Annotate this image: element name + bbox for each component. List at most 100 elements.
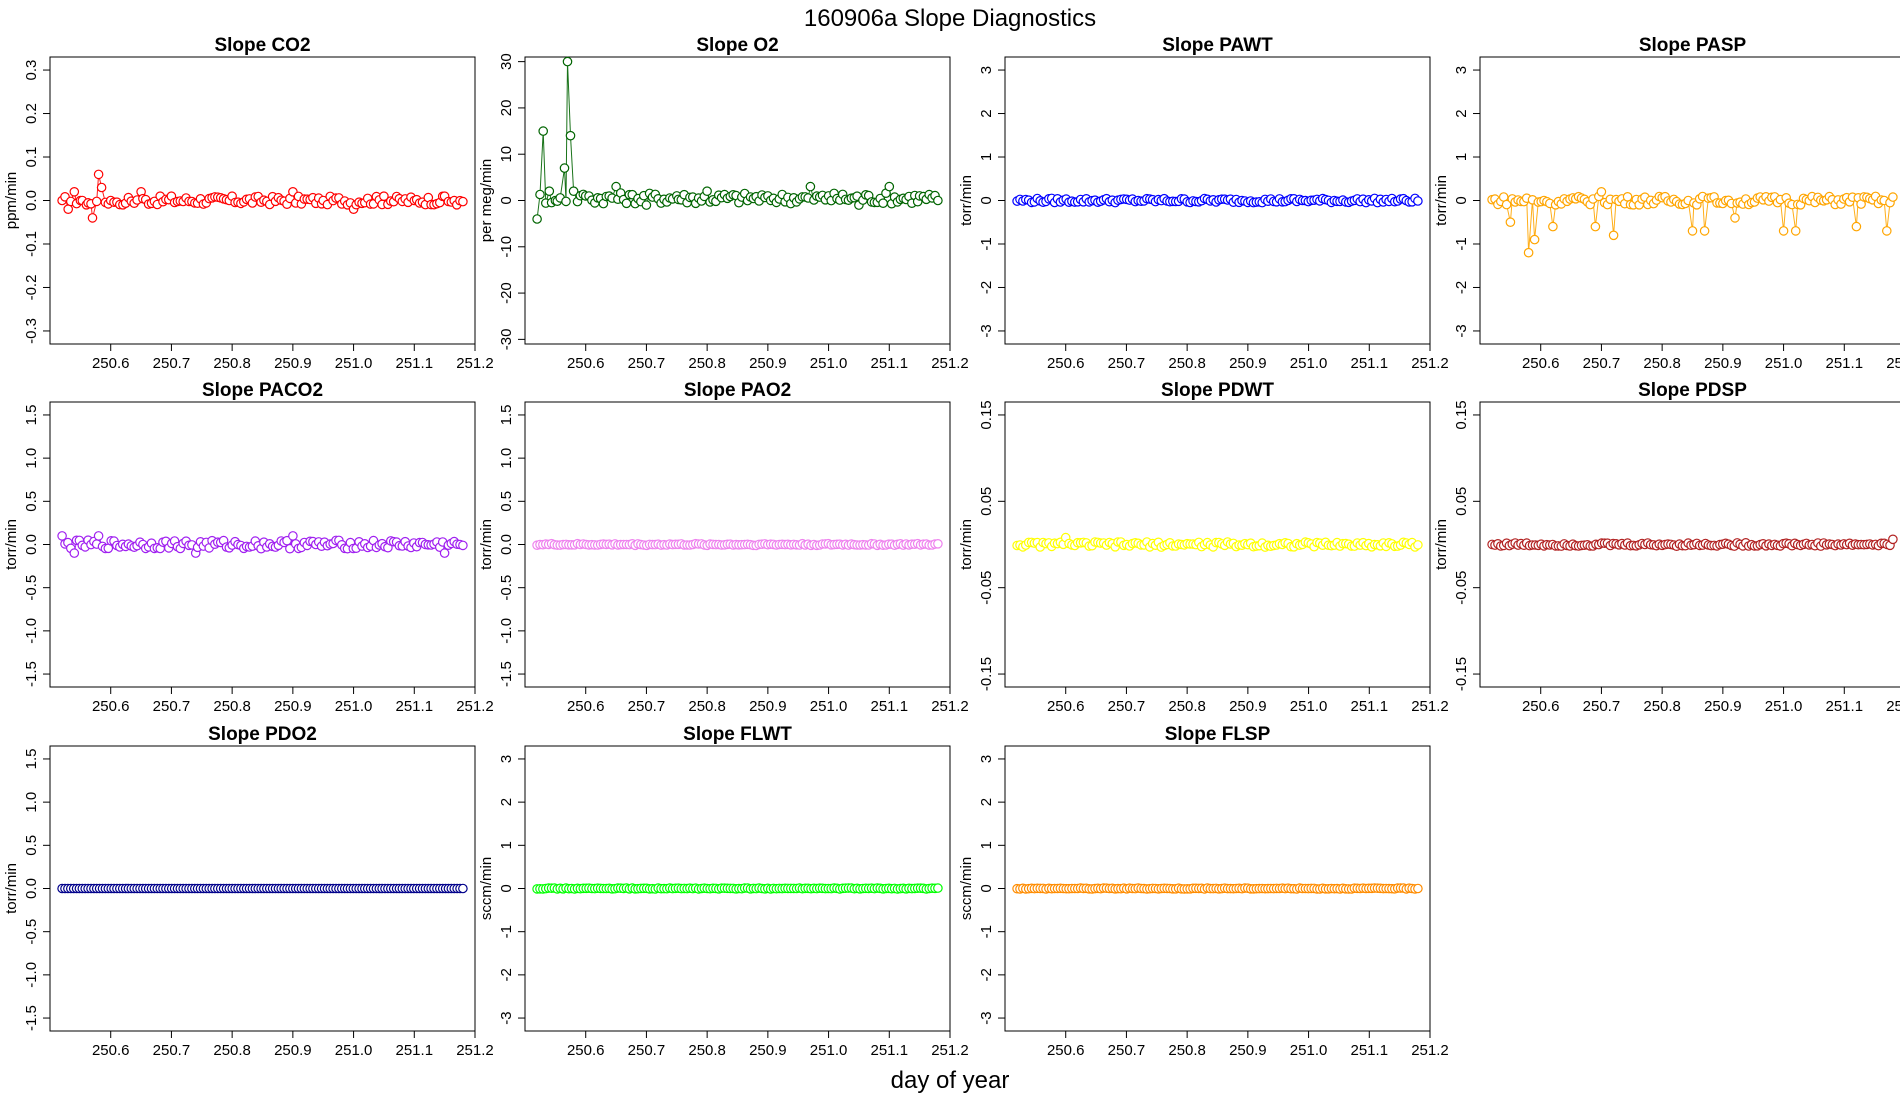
data-point [611, 181, 621, 192]
y-tick-label: -0.05 [1453, 571, 1470, 605]
x-tick-label: 250.6 [92, 1042, 130, 1059]
panel-1: Slope CO2 250.6 250.7 250.8 250.9 251.0 251.1 2… [3, 35, 494, 372]
x-tick-label: 251.1 [396, 698, 434, 715]
data-point [1413, 540, 1423, 550]
data-point [458, 540, 468, 551]
panel-title: Slope PAO2 [684, 380, 791, 401]
panel-5: Slope PACO2 250.6 250.7 250.8 250.9 251.0 251.… [3, 380, 494, 715]
x-tick-label: 251.2 [1411, 355, 1449, 372]
y-tick-label: -2 [498, 968, 515, 981]
x-tick-label: 250.9 [1704, 698, 1742, 715]
x-tick-label: 251.0 [335, 698, 373, 715]
data-point [96, 182, 107, 193]
figure-xlabel: day of year [891, 1067, 1010, 1094]
data-point [1851, 221, 1862, 232]
data-point [884, 181, 895, 192]
data-point [1413, 196, 1423, 206]
y-tick-label: -1 [498, 925, 515, 938]
data-point [568, 186, 579, 196]
y-axis-label: torr/min [478, 519, 495, 570]
y-tick-label: 2 [1453, 109, 1470, 117]
panel-3: Slope PAWT 250.6 250.7 250.8 250.9 251.0 251.1… [958, 35, 1449, 372]
y-tick-label: 0 [498, 196, 515, 204]
y-tick-label: 0.5 [23, 835, 40, 856]
panel-title: Slope PDO2 [208, 724, 317, 745]
x-tick-label: 250.8 [1643, 698, 1681, 715]
x-tick-label: 250.8 [213, 355, 251, 372]
y-tick-label: 1 [978, 153, 995, 161]
y-tick-label: -20 [498, 282, 515, 304]
y-tick-label: 0.0 [498, 534, 515, 555]
y-tick-label: -0.2 [23, 275, 40, 301]
data-point [1529, 234, 1540, 245]
y-tick-label: 30 [498, 53, 515, 70]
x-tick-label: 250.8 [1168, 1042, 1206, 1059]
y-tick-label: -1.5 [23, 1005, 40, 1031]
x-tick-label: 250.6 [1047, 355, 1085, 372]
y-tick-label: 0.5 [23, 491, 40, 512]
y-tick-label: 3 [978, 755, 995, 763]
x-tick-label: 250.9 [274, 1042, 312, 1059]
panel-title: Slope PDSP [1638, 380, 1747, 401]
x-tick-label: 250.6 [1522, 698, 1560, 715]
y-tick-label: -0.1 [23, 231, 40, 257]
data-point [1590, 221, 1601, 232]
x-tick-label: 250.6 [1522, 355, 1560, 372]
data-point [458, 196, 468, 207]
data-point [1548, 221, 1558, 232]
x-tick-label: 251.2 [456, 355, 494, 372]
data-point [562, 56, 573, 67]
y-tick-label: 0.05 [1453, 487, 1470, 516]
x-tick-label: 250.6 [92, 355, 130, 372]
x-tick-label: 250.7 [1108, 698, 1146, 715]
y-tick-label: -0.3 [23, 318, 40, 344]
y-tick-label: -0.5 [23, 919, 40, 945]
x-tick-label: 251.0 [335, 1042, 373, 1059]
x-tick-label: 251.0 [1290, 698, 1328, 715]
x-tick-label: 250.6 [567, 698, 605, 715]
panel-6: Slope PAO2 250.6 250.7 250.8 250.9 251.0 251.1… [478, 380, 969, 715]
panel-title: Slope CO2 [214, 35, 310, 56]
y-tick-label: 0.2 [23, 103, 40, 124]
x-tick-label: 250.7 [153, 698, 191, 715]
data-point [1622, 192, 1633, 202]
x-tick-label: 250.7 [1583, 355, 1621, 372]
y-tick-label: 2 [498, 798, 515, 806]
data-point [1882, 226, 1892, 236]
x-tick-label: 251.0 [810, 355, 848, 372]
figure-title: 160906a Slope Diagnostics [804, 5, 1096, 32]
x-tick-label: 251.1 [1351, 698, 1389, 715]
y-tick-label: -10 [498, 236, 515, 258]
panel-title: Slope PAWT [1162, 35, 1273, 56]
data-point [63, 204, 73, 214]
data-point [1687, 226, 1698, 236]
data-point [878, 198, 888, 208]
x-tick-label: 250.8 [688, 1042, 726, 1059]
data-point [1730, 213, 1740, 223]
panel-title: Slope PASP [1639, 35, 1747, 56]
data-point [933, 538, 943, 549]
x-tick-label: 250.6 [1047, 1042, 1085, 1059]
panel-title: Slope PACO2 [202, 380, 323, 401]
y-tick-label: 1 [1453, 153, 1470, 161]
panel-4: Slope PASP 250.6 250.7 250.8 250.9 251.0 251.1… [1433, 35, 1900, 372]
x-tick-label: 250.9 [274, 698, 312, 715]
data-point [1790, 226, 1801, 236]
x-tick-label: 250.9 [1229, 1042, 1267, 1059]
data-point [379, 191, 389, 201]
plot-frame [1004, 401, 1431, 688]
x-tick-label: 250.8 [1168, 698, 1206, 715]
y-tick-label: -3 [1453, 324, 1470, 337]
x-tick-label: 251.1 [1826, 355, 1864, 372]
x-tick-label: 251.2 [1886, 698, 1900, 715]
y-axis-label: torr/min [3, 863, 20, 914]
data-point [91, 196, 102, 207]
x-tick-label: 250.9 [1704, 355, 1742, 372]
data-point [538, 126, 548, 136]
x-tick-label: 250.7 [1108, 355, 1146, 372]
x-tick-label: 250.8 [1643, 355, 1681, 372]
x-tick-label: 251.2 [1886, 355, 1900, 372]
y-tick-label: -1.5 [498, 661, 515, 687]
y-tick-label: -2 [978, 968, 995, 981]
data-point [933, 883, 943, 893]
